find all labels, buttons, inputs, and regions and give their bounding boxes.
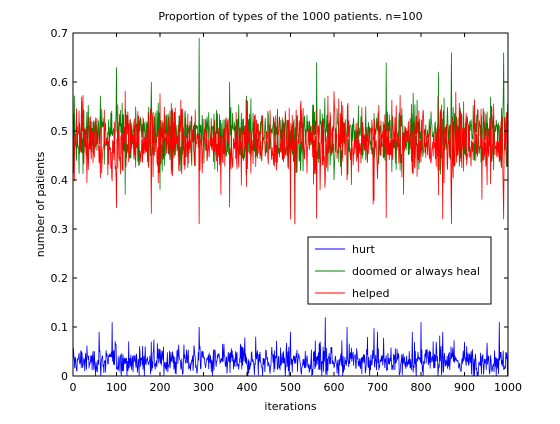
y-tick-label: 0.3 <box>51 223 69 236</box>
y-tick-label: 0.6 <box>51 76 69 89</box>
legend: hurt doomed or always heal helped <box>307 236 492 305</box>
x-tick-label: 900 <box>454 381 475 394</box>
y-tick-label: 0.1 <box>51 321 69 334</box>
x-tick-label: 100 <box>106 381 127 394</box>
x-tick-label: 500 <box>280 381 301 394</box>
x-tick-label: 400 <box>237 381 258 394</box>
y-tick-label: 0.4 <box>51 174 69 187</box>
x-tick-label: 200 <box>150 381 171 394</box>
x-tick-label: 0 <box>70 381 77 394</box>
y-tick-label: 0 <box>61 370 68 383</box>
x-tick-label: 1000 <box>494 381 522 394</box>
x-axis-label: iterations <box>264 400 316 413</box>
y-axis-label: number of patients <box>34 152 47 258</box>
x-tick-label: 800 <box>411 381 432 394</box>
legend-label: hurt <box>352 243 375 256</box>
legend-label: doomed or always heal <box>352 265 480 278</box>
legend-label: helped <box>352 287 390 300</box>
y-tick-label: 0.5 <box>51 125 69 138</box>
x-tick-label: 700 <box>367 381 388 394</box>
x-tick-label: 600 <box>324 381 345 394</box>
series-layer <box>72 37 509 377</box>
series-line-helped <box>72 90 509 225</box>
axis-ticks: 0 100 200 300 400 500 600 700 800 900 1000 0 0.1 0.2 0… <box>51 27 523 394</box>
y-tick-label: 0.2 <box>51 272 69 285</box>
chart-title: Proportion of types of the 1000 patients… <box>158 10 422 23</box>
y-tick-label: 0.7 <box>51 27 69 40</box>
x-tick-label: 300 <box>193 381 214 394</box>
series-line-hurt <box>72 317 509 377</box>
